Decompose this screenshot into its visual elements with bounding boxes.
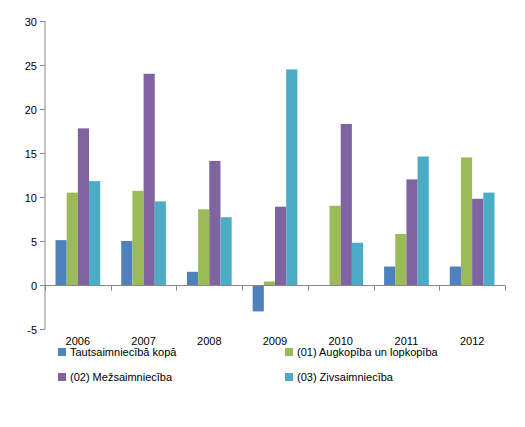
bar: [220, 217, 231, 285]
y-tick: [40, 197, 45, 198]
y-tick: [40, 65, 45, 66]
legend-swatch: [285, 348, 293, 356]
bar: [264, 281, 275, 285]
bar: [253, 285, 264, 311]
bar: [352, 243, 363, 285]
bar: [341, 124, 352, 285]
y-tick-label: 15: [25, 148, 37, 160]
bar: [330, 206, 341, 285]
bar: [132, 191, 143, 285]
x-tick: [439, 286, 440, 291]
legend-swatch: [285, 373, 293, 381]
chart: -505101520253020062007200820092010201120…: [0, 0, 525, 427]
bar: [56, 240, 67, 285]
bar: [275, 207, 286, 285]
y-tick-label: 25: [25, 60, 37, 72]
legend-label: Tautsaimniecībā kopā: [70, 346, 177, 358]
x-tick: [111, 286, 112, 291]
y-tick: [40, 109, 45, 110]
x-tick-label: 2008: [197, 335, 221, 347]
bar: [121, 241, 132, 285]
y-tick-label: 0: [31, 280, 37, 292]
y-tick: [40, 285, 45, 286]
bar: [483, 193, 494, 285]
y-tick-label: 20: [25, 104, 37, 116]
legend-label: (02) Mežsaimniecība: [70, 371, 173, 383]
legend-swatch: [58, 373, 66, 381]
x-axis: [45, 285, 505, 286]
bar: [406, 179, 417, 285]
bar: [198, 209, 209, 285]
bar: [395, 234, 406, 285]
bar: [155, 201, 166, 285]
x-tick-label: 2012: [460, 335, 484, 347]
bars: [56, 69, 495, 311]
x-tick: [242, 286, 243, 291]
bar: [450, 267, 461, 285]
x-tick: [505, 286, 506, 291]
y-axis: [45, 21, 46, 329]
x-tick-label: 2009: [263, 335, 287, 347]
bar: [187, 272, 198, 285]
bar: [418, 157, 429, 285]
legend-label: (01) Augkopība un lopkopība: [297, 346, 439, 358]
bar: [144, 74, 155, 285]
legend-label: (03) Zivsaimniecība: [297, 371, 394, 383]
y-tick: [40, 153, 45, 154]
bar: [461, 157, 472, 285]
bar: [89, 181, 100, 285]
y-tick-label: 5: [31, 236, 37, 248]
y-tick-label: -5: [27, 324, 37, 336]
legend-swatch: [58, 348, 66, 356]
y-tick: [40, 21, 45, 22]
bar: [384, 267, 395, 285]
bar: [67, 193, 78, 285]
y-tick-label: 10: [25, 192, 37, 204]
y-tick: [40, 241, 45, 242]
y-tick-label: 30: [25, 16, 37, 28]
y-tick: [40, 329, 45, 330]
x-tick: [45, 286, 46, 291]
bar: [209, 161, 220, 285]
x-tick: [308, 286, 309, 291]
bar: [78, 128, 89, 285]
legend: Tautsaimniecībā kopā (01) Augkopība un lo…: [58, 346, 439, 383]
x-tick: [374, 286, 375, 291]
x-tick: [176, 286, 177, 291]
bar: [286, 69, 297, 285]
bar: [472, 199, 483, 285]
